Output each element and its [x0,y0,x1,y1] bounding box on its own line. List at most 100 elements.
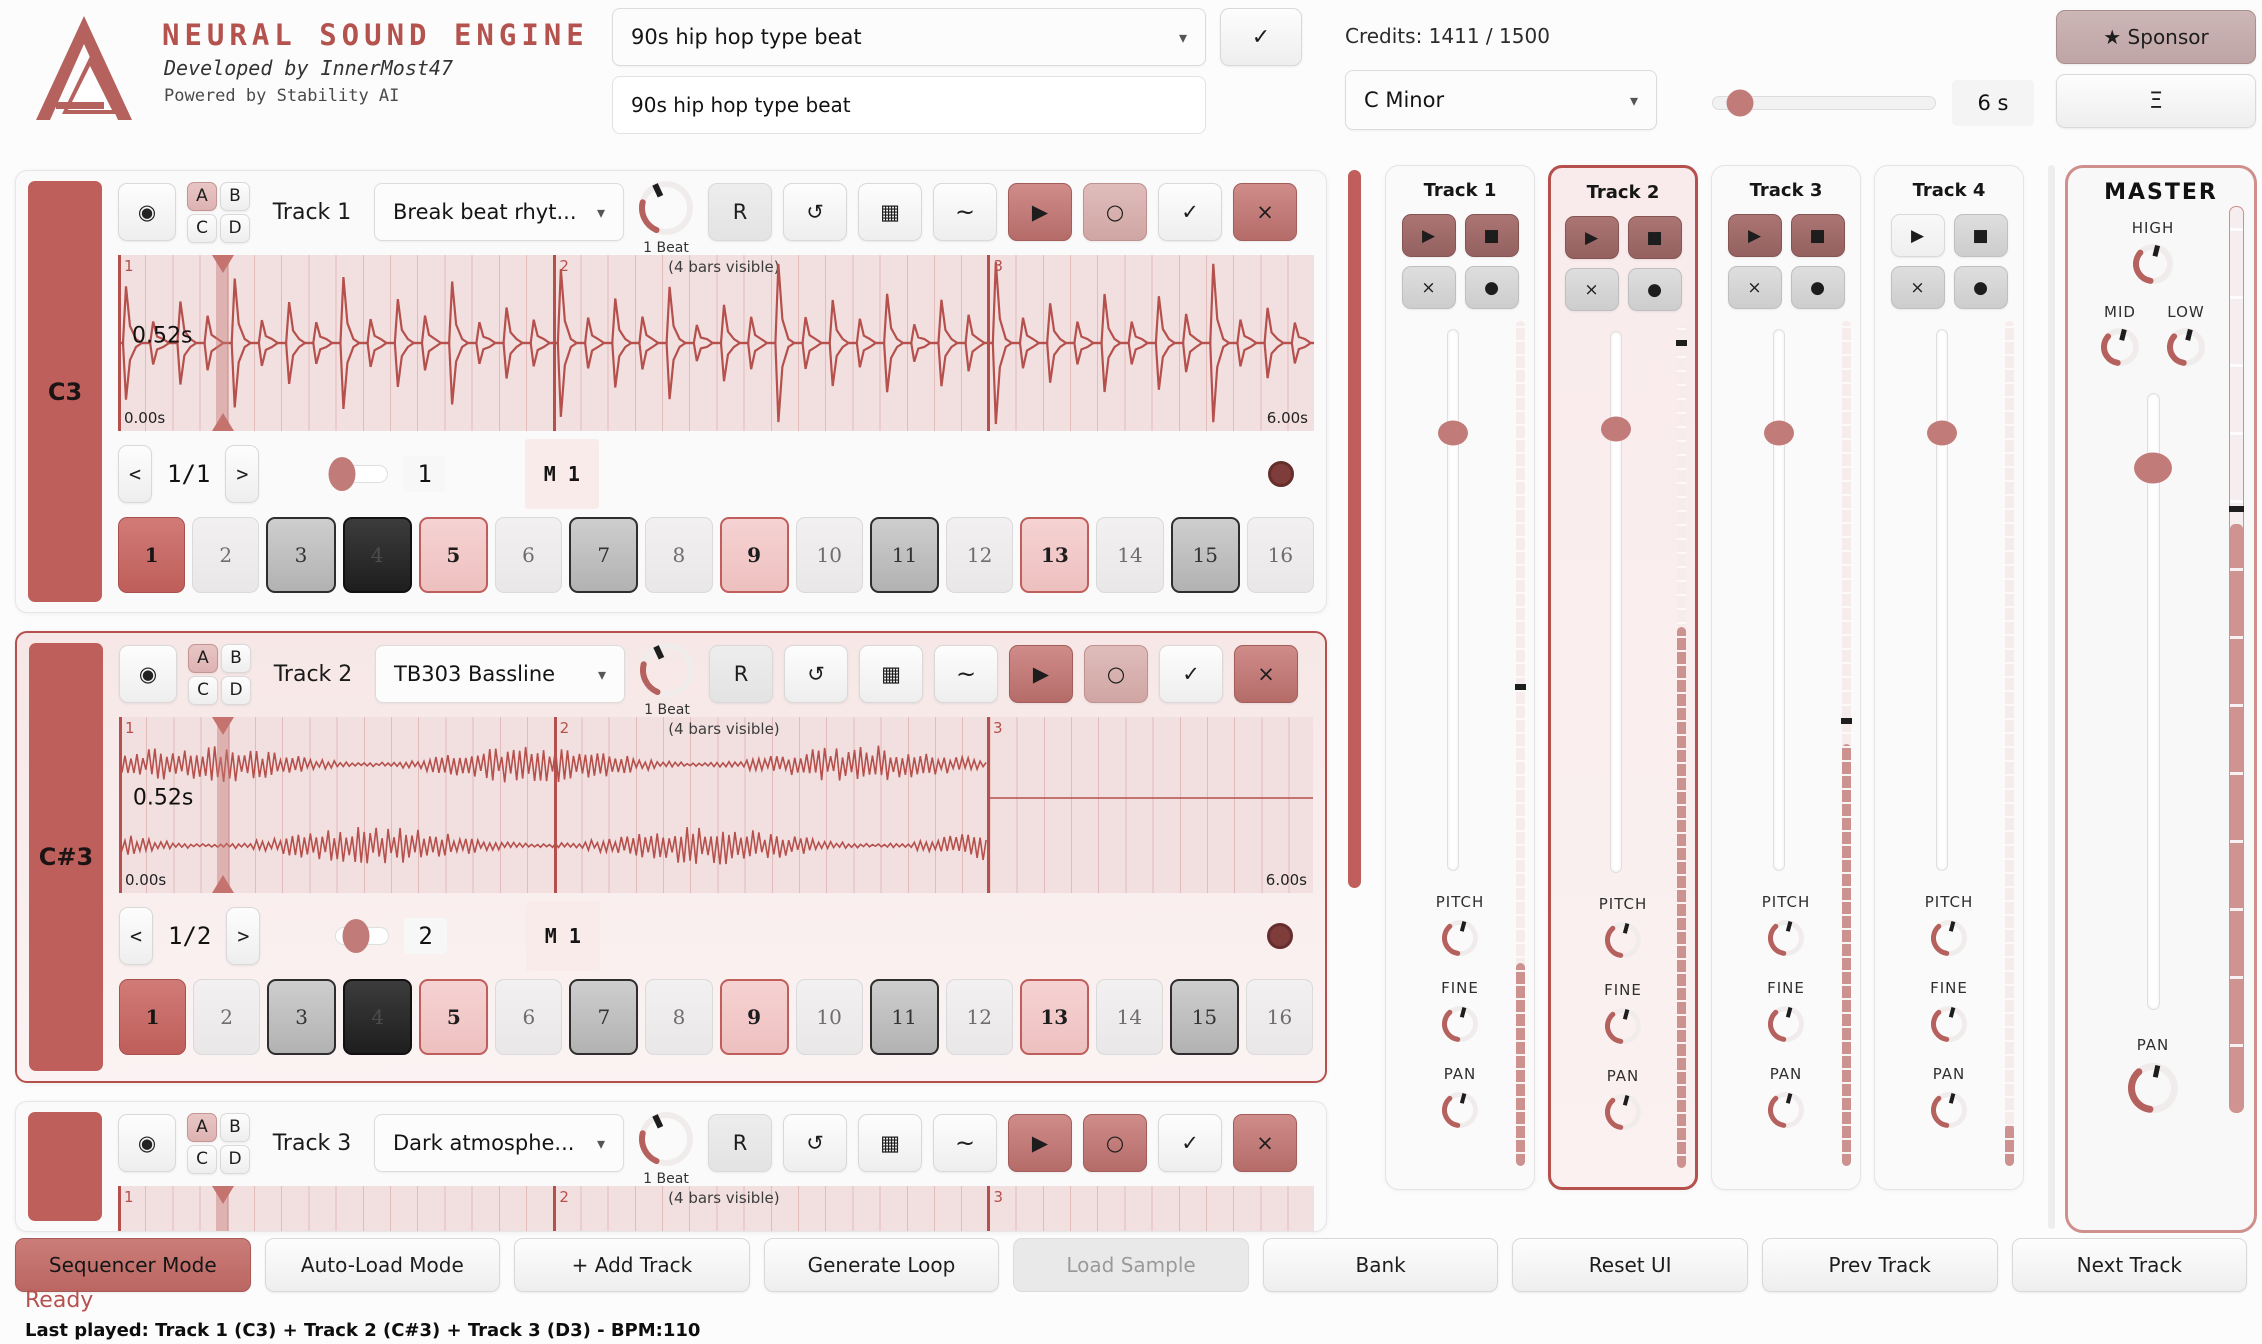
channel-volume-slider[interactable] [1927,329,1957,871]
record-button[interactable]: ○ [1084,645,1148,703]
record-button[interactable]: ○ [1083,183,1147,241]
fine-knob[interactable]: FINE [1441,979,1479,1043]
master-volume-slider[interactable] [2134,393,2172,1010]
delete-track-button[interactable]: × [1234,645,1298,703]
variation-a-button[interactable]: A [188,643,218,673]
step-button-14[interactable]: 14 [1096,517,1164,593]
channel-clear-button[interactable]: × [1727,266,1782,309]
channel-stop-button[interactable]: ■ [1953,214,2008,257]
step-button-9[interactable]: 9 [719,517,789,593]
record-mode-button[interactable]: R [708,183,772,241]
step-button-13[interactable]: 13 [1020,517,1090,593]
step-button-10[interactable]: 10 [795,979,863,1055]
track-select-radio[interactable]: ◉ [119,645,177,703]
confirm-button[interactable]: ✓ [1158,1114,1222,1172]
loop-icon-button[interactable]: ↺ [783,1114,847,1172]
bottom-reset-ui-button[interactable]: Reset UI [1512,1238,1748,1292]
channel-record-button[interactable]: ● [1953,266,2008,309]
channel-play-button[interactable]: ▶ [1401,214,1456,257]
play-button[interactable]: ▶ [1009,645,1073,703]
step-button-3[interactable]: 3 [266,517,336,593]
channel-clear-button[interactable]: × [1401,266,1456,309]
variation-a-button[interactable]: A [187,1112,217,1142]
step-button-9[interactable]: 9 [719,979,789,1055]
prompt-input[interactable] [612,76,1206,134]
step-button-7[interactable]: 7 [569,979,639,1055]
bottom-sequencer-mode-button[interactable]: Sequencer Mode [15,1238,251,1292]
variation-c-button[interactable]: C [187,1144,217,1174]
channel-volume-slider[interactable] [1601,331,1631,873]
sponsor-button[interactable]: ★ Sponsor [2056,10,2256,64]
delete-track-button[interactable]: × [1233,1114,1297,1172]
repeat-slider-thumb[interactable] [342,919,370,953]
track-select-radio[interactable]: ◉ [118,183,176,241]
memory-slot-label[interactable]: M 1 [525,901,600,971]
bottom-next-track-button[interactable]: Next Track [2011,1238,2248,1292]
mid-eq-knob[interactable] [2100,327,2140,371]
bottom-generate-loop-button[interactable]: Generate Loop [763,1238,1000,1292]
step-button-11[interactable]: 11 [869,979,939,1055]
variation-b-button[interactable]: B [220,181,250,211]
pan-knob[interactable]: PAN [1441,1065,1479,1129]
key-select[interactable]: C Minor ▾ [1345,70,1657,130]
variation-d-button[interactable]: D [221,675,251,705]
step-button-5[interactable]: 5 [418,517,488,593]
preset-select[interactable]: Break beat rhyt... ▾ [374,183,624,241]
repeat-slider-thumb[interactable] [328,457,356,491]
step-button-14[interactable]: 14 [1095,979,1163,1055]
repeat-slider[interactable] [328,457,389,491]
variation-c-button[interactable]: C [187,213,217,243]
beat-length-knob[interactable]: 1 Beat [635,180,697,256]
step-button-15[interactable]: 15 [1169,979,1239,1055]
grid-icon-button[interactable]: ▦ [858,1114,922,1172]
fine-knob[interactable]: FINE [1767,979,1805,1043]
step-button-8[interactable]: 8 [645,979,713,1055]
bottom--add-track-button[interactable]: + Add Track [514,1238,750,1292]
channel-record-button[interactable]: ● [1627,268,1682,311]
step-button-2[interactable]: 2 [192,517,260,593]
step-button-1[interactable]: 1 [119,979,187,1055]
next-page-button[interactable]: > [226,907,261,965]
fine-knob[interactable]: FINE [1604,981,1642,1045]
wave-icon-button[interactable]: ~ [934,645,998,703]
pitch-knob[interactable]: PITCH [1599,895,1648,959]
step-button-6[interactable]: 6 [495,979,563,1055]
low-eq-knob[interactable] [2166,327,2206,371]
channel-clear-button[interactable]: × [1890,266,1945,309]
wave-icon-button[interactable]: ~ [933,183,997,241]
step-button-4[interactable]: 4 [343,979,413,1055]
channel-stop-button[interactable]: ■ [1627,216,1682,259]
step-button-1[interactable]: 1 [118,517,186,593]
preset-select[interactable]: Dark atmosphe... ▾ [374,1114,624,1172]
pitch-knob[interactable]: PITCH [1762,893,1811,957]
step-button-8[interactable]: 8 [645,517,713,593]
step-button-12[interactable]: 12 [946,517,1014,593]
preset-select[interactable]: TB303 Bassline ▾ [375,645,625,703]
channel-volume-thumb[interactable] [1927,420,1957,446]
fine-knob[interactable]: FINE [1930,979,1968,1043]
playhead[interactable] [216,255,230,431]
waveform-display[interactable]: 1 2 3 (4 bars visible) 0.00s 6.00s 0.52s [119,717,1313,893]
delete-track-button[interactable]: × [1233,183,1297,241]
variation-d-button[interactable]: D [220,1144,250,1174]
master-pan-knob[interactable] [2127,1062,2179,1118]
variation-d-button[interactable]: D [220,213,250,243]
step-button-16[interactable]: 16 [1246,517,1314,593]
pan-knob[interactable]: PAN [1767,1065,1805,1129]
next-page-button[interactable]: > [225,445,260,503]
channel-volume-slider[interactable] [1764,329,1794,871]
confirm-button[interactable]: ✓ [1158,183,1222,241]
channel-volume-thumb[interactable] [1764,420,1794,446]
grid-icon-button[interactable]: ▦ [858,183,922,241]
bottom-auto-load-mode-button[interactable]: Auto-Load Mode [264,1238,501,1292]
variation-b-button[interactable]: B [221,643,251,673]
step-button-5[interactable]: 5 [419,979,489,1055]
track-note-strip[interactable]: C#3 [29,643,103,1071]
prev-page-button[interactable]: < [118,445,152,503]
master-volume-thumb[interactable] [2134,452,2172,484]
loop-icon-button[interactable]: ↺ [783,183,847,241]
pan-knob[interactable]: PAN [1930,1065,1968,1129]
menu-button[interactable]: Ξ [2056,74,2256,128]
step-button-4[interactable]: 4 [342,517,412,593]
step-button-2[interactable]: 2 [193,979,261,1055]
